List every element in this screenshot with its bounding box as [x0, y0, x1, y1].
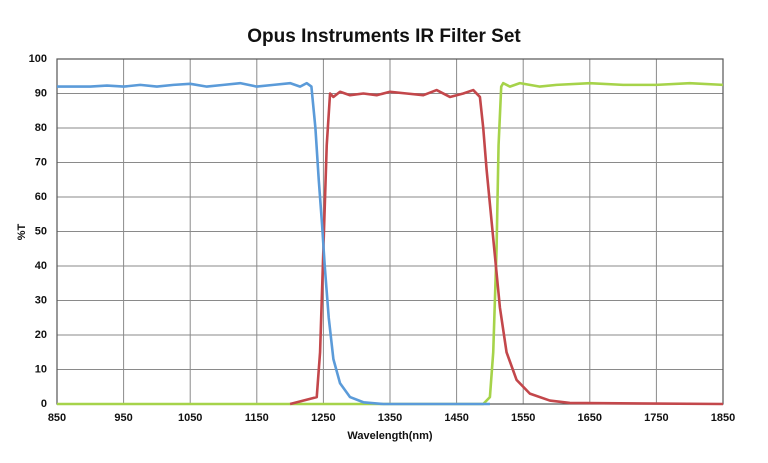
series-line: [57, 81, 490, 406]
x-tick-label: 1850: [711, 412, 735, 424]
series-line: [289, 88, 724, 406]
y-tick-label: 60: [35, 191, 47, 203]
y-tick-label: 80: [35, 122, 47, 134]
chart-title: Opus Instruments IR Filter Set: [247, 26, 521, 47]
x-tick-label: 1450: [444, 412, 468, 424]
y-axis-label: %T: [16, 223, 28, 240]
x-axis-label: Wavelength(nm): [347, 430, 432, 442]
y-tick-label: 100: [29, 53, 47, 65]
x-tick-label: 1750: [644, 412, 668, 424]
x-tick-label: 1650: [578, 412, 602, 424]
y-tick-label: 50: [35, 225, 47, 237]
y-tick-label: 10: [35, 363, 47, 375]
x-tick-label: 1050: [178, 412, 202, 424]
x-tick-label: 1250: [311, 412, 335, 424]
x-tick-label: 1550: [511, 412, 535, 424]
y-tick-label: 40: [35, 260, 47, 272]
y-tick-label: 0: [41, 398, 47, 410]
y-tick-label: 30: [35, 294, 47, 306]
y-tick-label: 70: [35, 156, 47, 168]
x-tick-label: 1150: [245, 412, 269, 424]
series-line: [57, 81, 724, 406]
y-tick-label: 20: [35, 329, 47, 341]
x-tick-label: 950: [114, 412, 132, 424]
x-tick-label: 850: [48, 412, 66, 424]
y-tick-label: 90: [35, 87, 47, 99]
x-tick-label: 1350: [378, 412, 402, 424]
